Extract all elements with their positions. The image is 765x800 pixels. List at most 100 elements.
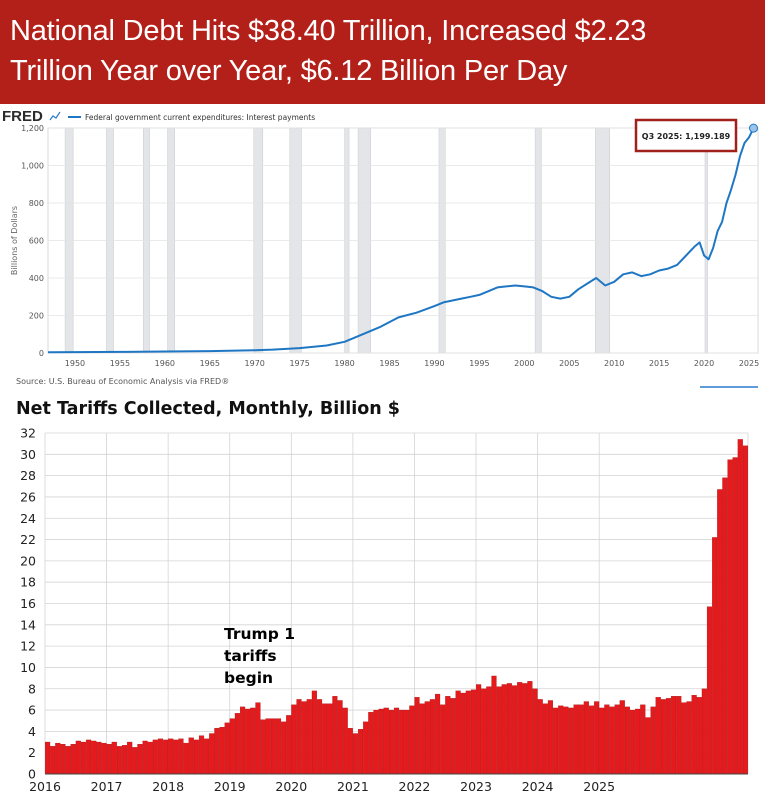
tariff-bar [316,699,323,775]
y-tick-label: 26 [20,489,36,504]
tariff-bar [522,683,528,775]
tariff-bar [594,701,600,775]
y-tick-label: 1,000 [21,162,44,171]
tariff-bar [496,686,502,775]
tariff-bar [701,688,707,775]
fred-chart-panel: FRED Federal government current expenditu… [0,104,765,390]
tariff-bar [193,739,199,775]
tariff-bar [296,699,302,775]
tariff-bar [553,707,559,775]
tariff-bar [414,697,420,775]
x-tick-label: 2020 [275,779,307,794]
x-tick-label: 1995 [469,359,489,368]
x-tick-label: 2000 [514,359,534,368]
tariff-bar [352,733,359,775]
tariff-bar [347,728,353,775]
tariff-bar [506,683,512,775]
tariff-bar [383,707,389,775]
tariff-bar [55,742,61,775]
tariff-bar [424,701,430,775]
tariff-bar [198,735,205,775]
source-note: Source: U.S. Bureau of Economic Analysis… [16,377,229,386]
tariff-bar [101,742,107,775]
tariff-bar [111,741,117,775]
tariff-bar [450,698,456,775]
tariff-bar [624,706,630,775]
tariff-bar [645,717,651,775]
tariff-bar [732,457,738,775]
tariff-bar [86,739,92,775]
tariff-chart-panel: Net Tariffs Collected, Monthly, Billion … [0,392,765,800]
tariff-bar [619,700,625,775]
tariff-bar [358,729,364,775]
x-tick-label: 1955 [110,359,130,368]
tariff-bar [393,707,400,775]
tariff-bar [168,738,174,775]
callout-value: Q3 2025: 1,199.189 [642,132,731,141]
tariff-bar [388,709,394,775]
tariff-bar [486,686,492,775]
tariff-bar [465,690,471,775]
tariff-bar [178,738,184,775]
y-tick-label: 10 [20,660,36,675]
tariff-bar [209,733,215,775]
tariff-bar [727,459,733,775]
last-point-marker [749,123,759,133]
tariff-bar [527,681,533,775]
tariff-bar [440,704,446,775]
tariff-bar [404,709,410,775]
tariff-bar [742,445,749,775]
tariff-bar [429,699,435,775]
tariff-bar [445,696,451,775]
tariff-bar [491,675,497,775]
tariff-bar [75,740,81,775]
y-tick-label: 16 [20,596,36,611]
x-tick-label: 2020 [694,359,714,368]
x-tick-label: 1980 [334,359,354,368]
tariff-bar [142,740,148,775]
tariff-bar [604,704,610,775]
tariff-bar [368,712,374,775]
y-tick-label: 200 [29,312,44,321]
tariff-bar [188,737,194,775]
tariff-bar [332,696,338,775]
tariff-bar [65,746,71,775]
x-tick-label: 1950 [65,359,85,368]
y-tick-label: 32 [20,426,36,441]
x-tick-label: 2023 [460,779,492,794]
tariff-bar [291,704,297,775]
tariff-bar [737,439,743,775]
tariff-bar [234,713,240,775]
tariff-bar [558,705,564,775]
tariff-bar [455,690,461,775]
tariff-bar [470,689,477,775]
tariff-bar [106,744,112,775]
x-tick-label: 1960 [155,359,175,368]
tariff-bar [563,706,569,775]
x-tick-label: 2018 [152,779,184,794]
x-tick-label: 2025 [583,779,615,794]
y-axis-label: Billions of Dollars [10,206,19,275]
tariff-bar [116,746,122,775]
y-tick-label: 30 [20,447,36,462]
tariff-bar [537,699,543,775]
y-tick-label: 600 [29,237,44,246]
y-tick-label: 1,200 [21,124,44,133]
annotation-line: Trump 1 [224,625,295,643]
tariff-bar [147,741,153,775]
y-tick-label: 4 [28,724,36,739]
tariff-bar [311,690,317,775]
tariff-bar [255,702,261,775]
tariff-bar [378,708,384,775]
tariff-bar [419,703,425,775]
tariff-bar [660,699,666,775]
tariff-bar [655,697,661,775]
annotation-line: tariffs [224,647,277,665]
tariff-bar [281,721,287,775]
tariff-bar [696,697,702,775]
annotation-line: begin [224,669,273,687]
tariff-bar [96,741,102,775]
tariff-bar [260,719,266,775]
tariff-bar [629,709,636,775]
x-tick-label: 2025 [739,359,759,368]
